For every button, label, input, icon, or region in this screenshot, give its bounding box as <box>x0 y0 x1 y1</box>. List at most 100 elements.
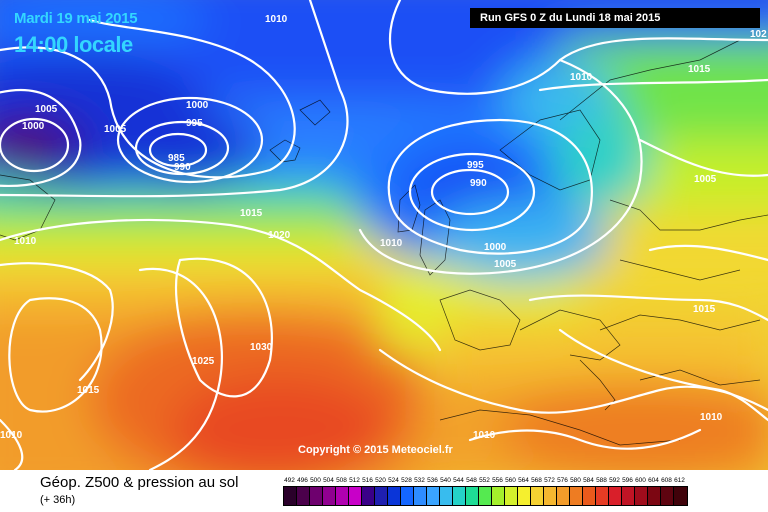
legend-tick-556: 556 <box>492 477 503 484</box>
forecast-offset: (+ 36h) <box>40 494 76 506</box>
legend-swatch-592 <box>609 487 622 505</box>
map-title: Géop. Z500 & pression au sol <box>40 474 239 491</box>
legend-tick-536: 536 <box>427 477 438 484</box>
legend-swatch-560 <box>505 487 518 505</box>
legend-swatch-580 <box>570 487 583 505</box>
legend-tick-572: 572 <box>544 477 555 484</box>
legend-tick-596: 596 <box>622 477 633 484</box>
isobar-label: 1000 <box>186 100 209 111</box>
legend-swatch-500 <box>310 487 323 505</box>
legend-swatch-544 <box>453 487 466 505</box>
legend-tick-labels: 492 496 500 504 508 512 516 520 524 528 532 536 540 5… <box>283 477 688 484</box>
legend-swatch-508 <box>336 487 349 505</box>
legend-tick-548: 548 <box>466 477 477 484</box>
isobars <box>0 0 768 470</box>
legend-swatches <box>283 486 688 506</box>
isobar-label: 1010 <box>473 430 496 441</box>
legend-swatch-512 <box>349 487 362 505</box>
forecast-date: Mardi 19 mai 2015 <box>14 10 138 27</box>
legend-tick-580: 580 <box>570 477 581 484</box>
legend-tick-608: 608 <box>661 477 672 484</box>
legend-tick-520: 520 <box>375 477 386 484</box>
legend-swatch-536 <box>427 487 440 505</box>
isobar-label: 985 <box>168 153 185 164</box>
legend-tick-528: 528 <box>401 477 412 484</box>
isobar-label: 1005 <box>35 104 58 115</box>
legend-tick-584: 584 <box>583 477 594 484</box>
legend-tick-516: 516 <box>362 477 373 484</box>
isobar-label: 1015 <box>240 208 263 219</box>
legend-tick-588: 588 <box>596 477 607 484</box>
isobar-label: 1005 <box>494 259 517 270</box>
legend-tick-592: 592 <box>609 477 620 484</box>
legend-swatch-588 <box>596 487 609 505</box>
legend-swatch-552 <box>479 487 492 505</box>
legend-tick-552: 552 <box>479 477 490 484</box>
isobar-label: 102 <box>750 29 767 40</box>
model-run-info: Run GFS 0 Z du Lundi 18 mai 2015 <box>470 8 760 28</box>
isobar-label: 1000 <box>22 121 45 132</box>
legend-tick-508: 508 <box>336 477 347 484</box>
legend-swatch-540 <box>440 487 453 505</box>
legend-tick-492: 492 <box>284 477 295 484</box>
legend-swatch-612 <box>674 487 687 505</box>
isobar-label: 1010 <box>0 430 23 441</box>
isobar-label: 1005 <box>104 124 127 135</box>
legend-tick-500: 500 <box>310 477 321 484</box>
isobar-label: 1015 <box>693 304 716 315</box>
legend-tick-540: 540 <box>440 477 451 484</box>
legend-swatch-604 <box>648 487 661 505</box>
legend-swatch-568 <box>531 487 544 505</box>
coastlines <box>0 39 768 446</box>
copyright-notice: Copyright © 2015 Meteociel.fr <box>298 444 453 456</box>
isobar-label: 990 <box>470 178 487 189</box>
legend-tick-504: 504 <box>323 477 334 484</box>
isobar-label: 1020 <box>268 230 291 241</box>
legend-swatch-524 <box>388 487 401 505</box>
legend-swatch-564 <box>518 487 531 505</box>
legend-tick-568: 568 <box>531 477 542 484</box>
isobar-label: 1025 <box>192 356 215 367</box>
isobar-label: 990 <box>174 162 191 173</box>
isobar-label: 995 <box>467 160 484 171</box>
color-legend: 492 496 500 504 508 512 516 520 524 528 532 536 540 5… <box>283 477 688 509</box>
legend-tick-564: 564 <box>518 477 529 484</box>
isobar-label: 1000 <box>484 242 507 253</box>
isobar-label: 1015 <box>688 64 711 75</box>
legend-swatch-600 <box>635 487 648 505</box>
isobar-label: 1010 <box>570 72 593 83</box>
legend-swatch-596 <box>622 487 635 505</box>
forecast-time: 14:00 locale <box>14 32 133 57</box>
legend-swatch-556 <box>492 487 505 505</box>
legend-tick-512: 512 <box>349 477 360 484</box>
legend-tick-600: 600 <box>635 477 646 484</box>
legend-swatch-516 <box>362 487 375 505</box>
isobar-label: 1010 <box>700 412 723 423</box>
legend-swatch-532 <box>414 487 427 505</box>
legend-tick-496: 496 <box>297 477 308 484</box>
isobar-label: 1030 <box>250 342 273 353</box>
isobar-label: 1010 <box>14 236 37 247</box>
legend-swatch-576 <box>557 487 570 505</box>
legend-swatch-520 <box>375 487 388 505</box>
isobar-label: 1005 <box>694 174 717 185</box>
model-run-text: Run GFS 0 Z du Lundi 18 mai 2015 <box>480 12 661 24</box>
isobar-label: 1015 <box>77 385 100 396</box>
isobar-label: 1010 <box>380 238 403 249</box>
legend-tick-544: 544 <box>453 477 464 484</box>
legend-tick-604: 604 <box>648 477 659 484</box>
legend-swatch-496 <box>297 487 310 505</box>
legend-swatch-608 <box>661 487 674 505</box>
legend-swatch-584 <box>583 487 596 505</box>
legend-tick-560: 560 <box>505 477 516 484</box>
legend-swatch-528 <box>401 487 414 505</box>
isobar-label: 995 <box>186 118 203 129</box>
legend-swatch-572 <box>544 487 557 505</box>
legend-swatch-504 <box>323 487 336 505</box>
legend-tick-612: 612 <box>674 477 685 484</box>
isobar-label: 1010 <box>265 14 288 25</box>
legend-tick-524: 524 <box>388 477 399 484</box>
z500-color-field <box>0 0 768 470</box>
